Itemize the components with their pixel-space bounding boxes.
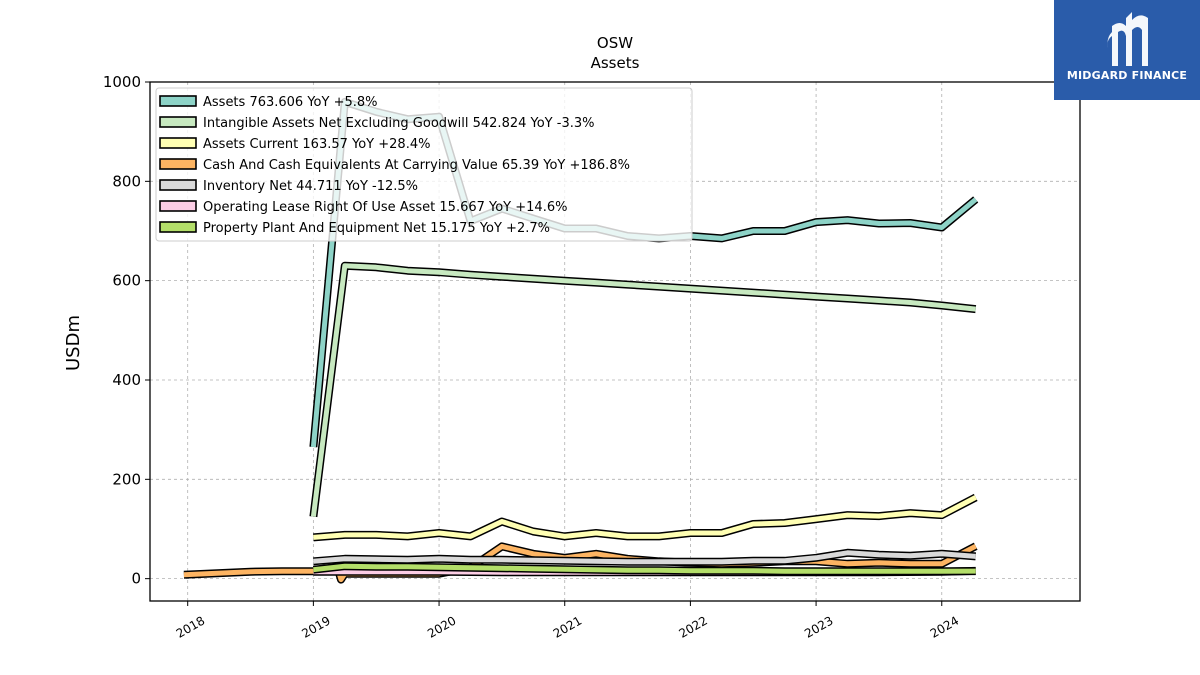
- brand-logo: MIDGARD FINANCE: [1054, 0, 1200, 100]
- legend-label: Assets 763.606 YoY +5.8%: [203, 95, 378, 110]
- legend-label: Assets Current 163.57 YoY +28.4%: [203, 137, 430, 152]
- legend-label: Operating Lease Right Of Use Asset 15.66…: [203, 200, 567, 215]
- chart-title: OSW: [597, 34, 633, 52]
- legend-swatch: [159, 221, 197, 233]
- y-tick-label: 0: [131, 570, 141, 588]
- legend-box: [155, 87, 693, 242]
- legend-swatch: [159, 116, 197, 128]
- x-tick-label: 2022: [676, 613, 709, 640]
- legend-label: Inventory Net 44.711 YoY -12.5%: [203, 179, 418, 194]
- y-axis-label: USDm: [63, 315, 84, 371]
- logo-mark-icon: [1107, 12, 1148, 66]
- series-line-fill: [313, 563, 976, 574]
- y-tick-label: 600: [112, 272, 141, 290]
- series-line: [309, 261, 977, 518]
- legend-label: Property Plant And Equipment Net 15.175 …: [203, 221, 550, 236]
- x-tick-label: 2020: [425, 613, 458, 640]
- series-line-fill: [313, 495, 977, 540]
- y-tick-label: 400: [112, 371, 141, 389]
- x-tick-label: 2024: [928, 613, 961, 640]
- legend-swatch: [159, 200, 197, 212]
- x-tick-label: 2023: [802, 613, 835, 640]
- series-line: [313, 493, 978, 542]
- y-tick-label: 1000: [103, 73, 141, 91]
- y-tick-label: 800: [112, 172, 141, 190]
- chart-subtitle: Assets: [591, 54, 640, 72]
- legend-swatch: [159, 158, 197, 170]
- series-line: [313, 548, 977, 566]
- x-tick-label: 2021: [551, 613, 584, 640]
- legend-label: Cash And Cash Equivalents At Carrying Va…: [203, 158, 630, 173]
- legend: Assets 763.606 YoY +5.8% Intangible Asset…: [155, 87, 693, 242]
- legend-label: Intangible Assets Net Excluding Goodwill…: [203, 116, 594, 131]
- series-line: [312, 562, 976, 576]
- brand-name: MIDGARD FINANCE: [1066, 69, 1188, 82]
- series-line-fill: [310, 263, 976, 517]
- series-line-fill: [313, 550, 976, 565]
- legend-swatch: [159, 95, 197, 107]
- plot-frame: [149, 81, 1081, 602]
- legend-swatch: [159, 137, 197, 149]
- y-tick-label: 200: [112, 470, 141, 488]
- legend-swatch: [159, 179, 197, 191]
- x-tick-label: 2018: [174, 613, 207, 640]
- x-tick-label: 2019: [299, 613, 332, 640]
